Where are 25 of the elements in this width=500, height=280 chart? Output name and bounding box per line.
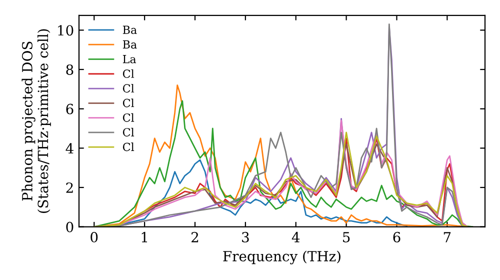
legend-label: Cl xyxy=(122,98,134,108)
y-tick-label: 4 xyxy=(66,143,74,154)
x-tick-label: 3 xyxy=(242,232,249,242)
x-tick-label: 7 xyxy=(444,232,451,242)
legend-label: La xyxy=(122,55,136,64)
legend-label: Cl xyxy=(122,69,134,78)
x-tick-label: 5 xyxy=(343,232,350,242)
y-axis-title: Phonon projected DOS (States/THz·primitive cell) xyxy=(22,29,51,213)
x-axis-title: Frequency (THz) xyxy=(223,250,340,264)
legend-label: Cl xyxy=(122,128,134,136)
legend-label: Cl xyxy=(122,113,134,122)
x-tick-label: 6 xyxy=(393,232,400,242)
legend-label: Ba xyxy=(122,40,137,49)
y-tick-label: 0 xyxy=(66,222,74,232)
y-tick-label: 6 xyxy=(66,104,74,114)
x-tick-label: 0 xyxy=(90,232,98,242)
y-tick-label: 2 xyxy=(66,182,73,193)
y-tick-label: 8 xyxy=(66,64,74,75)
legend-label: Cl xyxy=(122,84,134,93)
x-tick-label: 1 xyxy=(142,232,148,242)
x-tick-label: 2 xyxy=(192,232,198,242)
y-tick-label: 10 xyxy=(58,25,74,36)
legend-label: Cl xyxy=(122,142,134,152)
legend-label: Ba xyxy=(122,26,137,34)
x-tick-label: 4 xyxy=(292,232,300,242)
